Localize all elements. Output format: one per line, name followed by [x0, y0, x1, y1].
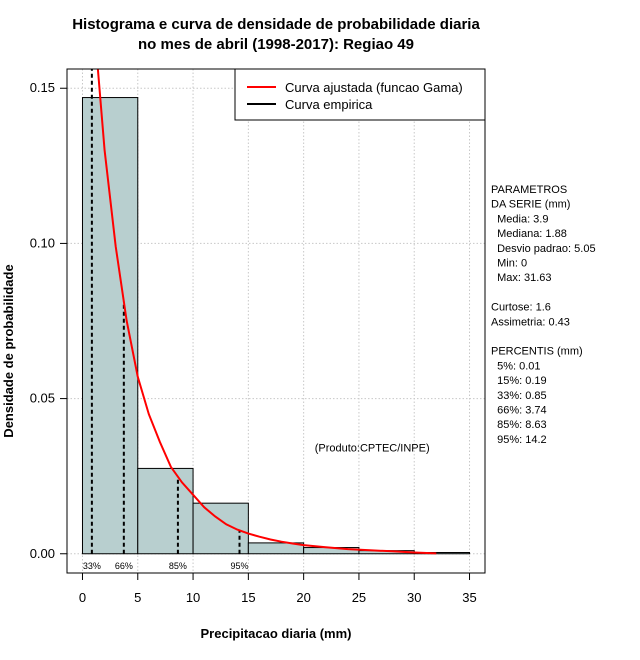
y-axis-title: Densidade de probabilidade: [1, 264, 16, 437]
title-line: no mes de abril (1998-2017): Regiao 49: [138, 36, 414, 53]
stats-line: Desvio padrao: 5.05: [491, 243, 596, 255]
percentile-label: 66%: [115, 561, 133, 571]
y-tick-label: 0.00: [30, 546, 55, 561]
stats-line: PARAMETROS: [491, 184, 567, 196]
histogram-bar: [137, 467, 194, 555]
stats-line: Media: 3.9: [491, 213, 548, 225]
annotation: (Produto:CPTEC/INPE): [315, 442, 430, 454]
x-axis-title: Precipitacao diaria (mm): [201, 626, 352, 641]
gamma-curve: [96, 69, 437, 555]
histogram-bar: [81, 97, 139, 555]
y-tick-label: 0.15: [30, 80, 55, 95]
x-tick-label: 25: [352, 590, 366, 605]
stats-line: PERCENTIS (mm): [491, 346, 583, 358]
stats-line: 66%: 3.74: [491, 405, 547, 417]
percentile-label: 33%: [83, 561, 101, 571]
stats-line: Max: 31.63: [491, 272, 552, 284]
stats-line: 33%: 0.85: [491, 390, 547, 402]
x-tick-label: 0: [79, 590, 86, 605]
y-tick-label: 0.05: [30, 391, 55, 406]
legend-label-gamma: Curva ajustada (funcao Gama): [285, 80, 463, 95]
annotation-group: (Produto:CPTEC/INPE): [315, 442, 430, 454]
stats-line: 95%: 14.2: [491, 434, 547, 446]
percentile-label: 95%: [231, 561, 249, 571]
stats-line: 15%: 0.19: [491, 375, 547, 387]
stats-panel: PARAMETROS DA SERIE (mm) Media: 3.9 Media…: [491, 184, 596, 446]
stats-line: DA SERIE (mm): [491, 199, 570, 211]
stats-line: Min: 0: [491, 258, 527, 270]
stats-line: Mediana: 1.88: [491, 228, 567, 240]
x-tick-label: 35: [462, 590, 476, 605]
chart-title: Histograma e curva de densidade de proba…: [72, 16, 480, 53]
title-line: Histograma e curva de densidade de proba…: [72, 16, 480, 33]
legend-label-empirical: Curva empirica: [285, 97, 373, 112]
percentile-label: 85%: [169, 561, 187, 571]
x-tick-label: 20: [296, 590, 310, 605]
stats-line: Assimetria: 0.43: [491, 316, 570, 328]
bars: [81, 97, 471, 555]
x-tick-label: 10: [186, 590, 200, 605]
x-tick-label: 5: [134, 590, 141, 605]
gamma-curve-group: [96, 69, 437, 555]
legend-box: [234, 68, 486, 121]
stats-line: 5%: 0.01: [491, 360, 541, 372]
x-tick-label: 15: [241, 590, 255, 605]
axes: 0 5 10 15 20 25 30 35 0.00 0.05 0.10 0.15 Precipitac…: [1, 68, 486, 641]
stats-line: 85%: 8.63: [491, 419, 547, 431]
stats-line: Curtose: 1.6: [491, 302, 551, 314]
percentile-lines: 33% 66% 85% 95%: [83, 69, 249, 571]
x-tick-label: 30: [407, 590, 421, 605]
y-tick-label: 0.10: [30, 235, 55, 250]
legend: Curva ajustada (funcao Gama) Curva empiri…: [234, 68, 486, 121]
